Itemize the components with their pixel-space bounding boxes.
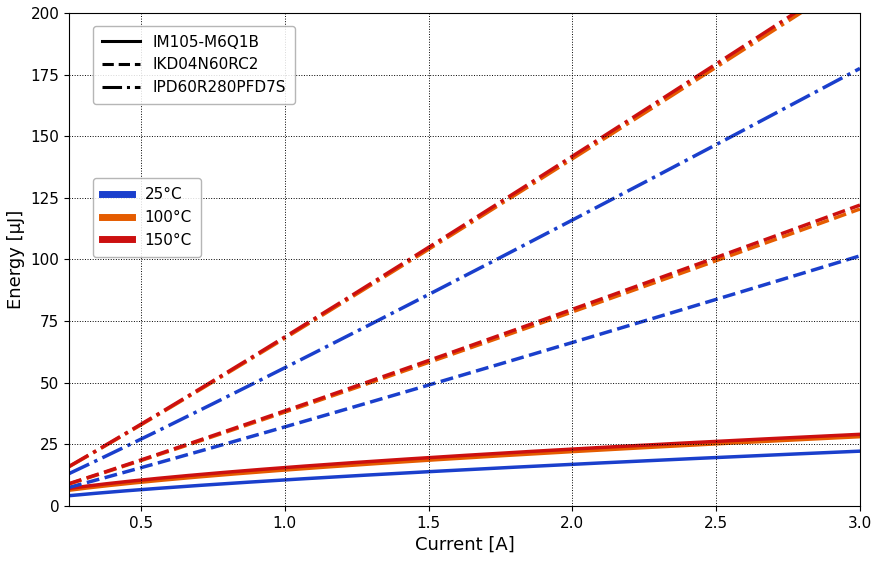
- X-axis label: Current [A]: Current [A]: [414, 536, 514, 554]
- Legend: 25°C, 100°C, 150°C: 25°C, 100°C, 150°C: [92, 178, 201, 257]
- Y-axis label: Energy [μJ]: Energy [μJ]: [7, 210, 25, 309]
